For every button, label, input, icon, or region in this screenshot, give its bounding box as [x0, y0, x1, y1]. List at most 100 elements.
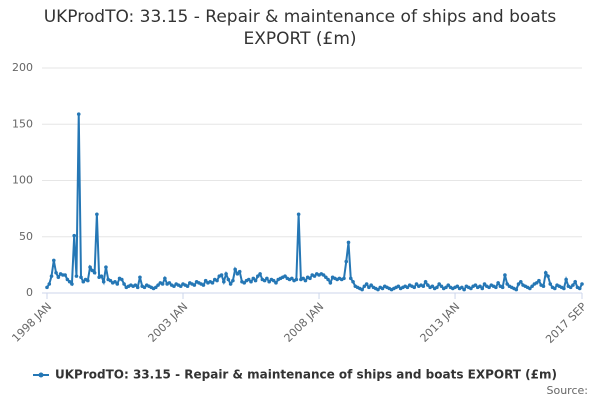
point: [364, 282, 369, 286]
point: [439, 284, 444, 289]
point: [235, 272, 240, 276]
point: [49, 274, 54, 278]
point: [446, 283, 451, 287]
point: [568, 285, 573, 290]
point: [437, 282, 441, 286]
point: [79, 275, 83, 280]
point: [478, 284, 482, 289]
point: [303, 278, 308, 283]
point: [160, 282, 165, 286]
point: [108, 278, 113, 283]
chart-title: UKProdTO: 33.15 - Repair & maintenance o…: [43, 7, 557, 49]
point: [296, 212, 301, 217]
point: [262, 278, 267, 283]
y-tick-label: 150: [12, 117, 33, 130]
point: [156, 283, 160, 287]
point: [88, 265, 92, 269]
point: [344, 259, 349, 264]
point: [312, 274, 317, 278]
point: [351, 279, 355, 284]
point: [267, 279, 271, 284]
point: [246, 277, 251, 282]
x-tick-label: 2008 JAN: [282, 300, 327, 345]
point: [528, 286, 532, 291]
point: [473, 283, 478, 287]
point: [396, 284, 401, 289]
point: [52, 258, 56, 263]
point: [421, 284, 426, 289]
point: [405, 285, 410, 290]
point: [534, 281, 539, 285]
point: [178, 284, 183, 289]
x-tick-label: 2013 JAN: [418, 300, 463, 345]
point: [113, 279, 117, 284]
point: [541, 284, 546, 289]
point: [577, 286, 582, 291]
point: [67, 279, 72, 284]
point: [120, 277, 124, 282]
point: [342, 276, 346, 281]
point: [72, 233, 77, 238]
point: [518, 279, 523, 284]
point: [573, 279, 577, 284]
point: [233, 267, 237, 272]
point: [487, 285, 491, 290]
point: [552, 286, 557, 291]
point: [271, 278, 276, 283]
point: [548, 282, 553, 286]
point: [455, 284, 460, 289]
point: [321, 273, 326, 277]
point: [47, 282, 52, 286]
point: [503, 273, 507, 277]
legend-marker: [38, 372, 44, 378]
point: [328, 281, 333, 285]
point: [367, 285, 371, 290]
point: [242, 281, 247, 285]
point: [253, 278, 258, 283]
point: [435, 285, 439, 290]
point: [480, 286, 485, 291]
point: [224, 272, 228, 276]
y-tick-label: 100: [12, 174, 33, 187]
point: [460, 285, 464, 290]
point: [571, 283, 575, 287]
point: [360, 287, 364, 292]
point: [135, 285, 140, 290]
point: [564, 277, 568, 282]
point: [167, 281, 172, 285]
point: [414, 282, 419, 286]
point: [423, 279, 428, 284]
point: [546, 274, 550, 278]
point: [231, 278, 235, 283]
x-tick-label: 1998 JAN: [9, 300, 54, 345]
point: [348, 276, 353, 281]
point: [496, 281, 500, 285]
point: [369, 283, 373, 287]
y-tick-label: 0: [26, 286, 33, 299]
point: [283, 274, 287, 278]
point: [222, 279, 226, 284]
point: [514, 287, 519, 292]
point: [122, 282, 126, 286]
point: [226, 277, 231, 282]
point: [469, 286, 473, 291]
point: [444, 285, 448, 290]
point: [462, 287, 466, 292]
point: [494, 285, 498, 290]
point: [56, 275, 61, 280]
point: [258, 272, 262, 276]
point: [500, 285, 505, 290]
point: [203, 278, 208, 283]
point: [426, 283, 430, 287]
point: [324, 275, 328, 280]
point: [537, 278, 541, 283]
point: [326, 277, 330, 282]
point: [251, 276, 256, 281]
legend-label: UKProdTO: 33.15 - Repair & maintenance o…: [55, 368, 557, 382]
point: [215, 278, 219, 283]
point: [228, 282, 233, 286]
point: [256, 274, 260, 278]
point: [201, 283, 206, 287]
point: [104, 265, 108, 269]
